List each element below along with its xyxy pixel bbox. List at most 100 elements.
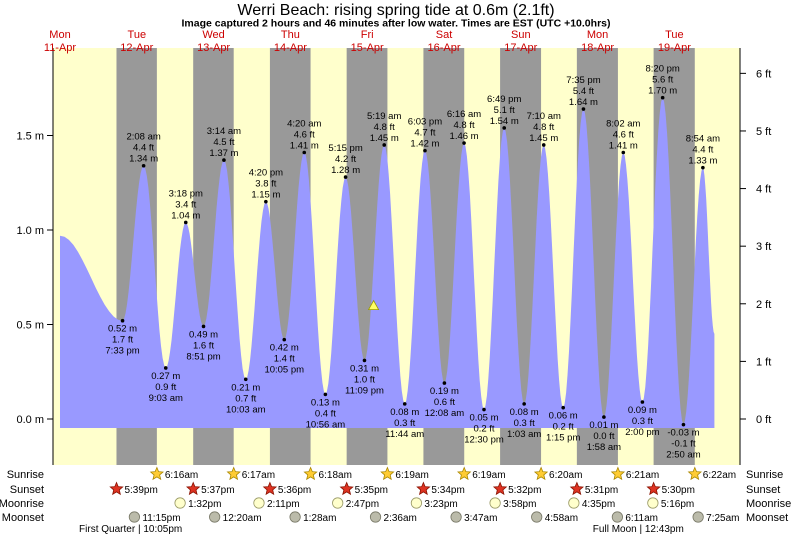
sunrise-icon <box>457 466 472 481</box>
moonset-time: 7:25am <box>706 513 739 524</box>
sunset-icon <box>569 481 584 496</box>
tide-point <box>442 381 447 385</box>
tide-height-ft: 0.3 ft <box>514 418 535 429</box>
day-date: 15-Apr <box>351 42 384 54</box>
day-name: Sat <box>436 29 453 41</box>
moonrise-time: 2:11pm <box>267 499 300 510</box>
tide-height-m: 0.05 m <box>469 413 498 424</box>
tide-height-ft: 0.3 ft <box>394 418 415 429</box>
tide-height-ft: 4.7 ft <box>414 128 435 139</box>
tide-height-m: 1.04 m <box>171 210 200 221</box>
sunset-time: 5:32pm <box>508 485 541 496</box>
tide-point <box>581 107 586 111</box>
tide-height-ft: 4.8 ft <box>533 122 554 133</box>
tide-height-ft: 1.0 ft <box>354 374 375 385</box>
moonrise-icon <box>410 497 423 509</box>
tide-time: 1:58 am <box>587 442 621 453</box>
tide-time: 3:18 pm <box>169 188 203 199</box>
tide-height-ft: 0.7 ft <box>235 393 256 404</box>
tide-point <box>382 143 387 147</box>
moonrise-time: 4:35pm <box>582 499 615 510</box>
right-tick-label: 2 ft <box>756 299 771 311</box>
sunset-time: 5:34pm <box>431 485 464 496</box>
row-label-left: Moonset <box>2 512 44 524</box>
sunset-time: 5:36pm <box>278 485 311 496</box>
tide-point <box>402 402 407 406</box>
moon-phase-label: First Quarter | 10:05pm <box>79 524 182 535</box>
sunset-time: 5:39pm <box>124 485 157 496</box>
day-date: 19-Apr <box>658 42 691 54</box>
tide-time: 3:14 am <box>207 126 241 137</box>
sunset-time: 5:37pm <box>201 485 234 496</box>
moonrise-time: 3:23pm <box>424 499 457 510</box>
tide-height-m: 1.37 m <box>209 148 238 159</box>
tide-time: 5:19 am <box>367 111 401 122</box>
tide-point <box>640 400 645 404</box>
tide-height-ft: 4.8 ft <box>454 120 475 131</box>
tide-time: 6:49 pm <box>487 94 521 105</box>
tide-height-m: 0.52 m <box>108 324 137 335</box>
tide-time: 11:09 pm <box>345 385 384 396</box>
tide-point <box>701 165 705 170</box>
row-label-right: Sunset <box>746 484 780 496</box>
tide-point <box>201 324 206 329</box>
chart-subtitle: Image captured 2 hours and 46 minutes af… <box>182 18 611 30</box>
tide-height-ft: 3.4 ft <box>175 199 196 210</box>
tide-height-m: 1.45 m <box>370 133 399 144</box>
day-name: Tue <box>665 29 684 41</box>
moonrise-time: 5:16pm <box>661 499 694 510</box>
astro-rows: Sunrise Sunrise Sunset Sunset Moonrise Moonri… <box>0 466 791 535</box>
tide-time: 2:08 am <box>126 132 160 143</box>
tide-labels: 0.52 m1.7 ft7:33 pm2:08 am4.4 ft1.34 m0.… <box>105 64 720 461</box>
sunrise-time: 6:19am <box>472 470 505 481</box>
tide-point <box>561 405 565 410</box>
tide-point <box>602 415 606 419</box>
tide-height-ft: 1.7 ft <box>112 335 133 346</box>
tide-height-m: 0.49 m <box>189 329 218 340</box>
right-tick-label: 5 ft <box>756 126 771 138</box>
tide-area <box>60 97 715 428</box>
moonset-icon <box>531 511 543 523</box>
tide-height-m: 1.70 m <box>648 86 677 97</box>
tide-height-m: 1.64 m <box>569 97 598 108</box>
tide-height-m: 1.42 m <box>410 139 439 150</box>
tide-height-m: 1.28 m <box>331 165 360 176</box>
left-tick-label: 0.0 m <box>16 414 44 426</box>
tide-point <box>120 318 125 323</box>
day-name: Sun <box>511 29 531 41</box>
moonset-time: 4:58am <box>545 513 578 524</box>
sunrise-icon <box>149 466 164 481</box>
row-label-right: Sunrise <box>746 469 783 481</box>
row-label-right: Moonrise <box>746 498 791 510</box>
sunrise-icon <box>610 466 626 481</box>
tide-height-ft: 0.4 ft <box>315 408 336 419</box>
tide-time: 1:03 am <box>507 429 541 440</box>
day-date: 12-Apr <box>120 42 153 54</box>
tide-point <box>243 377 248 382</box>
tide-time: 6:03 pm <box>408 117 442 128</box>
tide-time: 9:03 am <box>149 393 183 404</box>
tide-height-m: 1.46 m <box>450 131 479 142</box>
moonset-icon <box>450 511 462 523</box>
row-label-left: Sunrise <box>7 469 44 481</box>
right-tick-label: 6 ft <box>756 68 771 80</box>
sunrise-time: 6:16am <box>165 470 198 481</box>
tide-height-ft: 0.9 ft <box>155 382 176 393</box>
day-date: 14-Apr <box>274 42 307 54</box>
tide-height-m: -0.03 m <box>667 428 699 439</box>
sunrise-icon <box>687 466 702 481</box>
day-name: Thu <box>281 29 300 41</box>
left-tick-label: 1.0 m <box>16 225 44 237</box>
sunrise-icon <box>303 466 318 481</box>
tide-time: 11:44 am <box>385 429 424 440</box>
tide-point <box>302 150 307 155</box>
tide-point <box>163 366 168 370</box>
tide-point <box>323 392 328 397</box>
moonrise-icon <box>332 497 344 509</box>
day-date: 18-Apr <box>581 42 614 54</box>
tide-point <box>141 163 146 168</box>
tide-time: 2:00 pm <box>625 427 659 438</box>
sunset-icon <box>416 481 431 496</box>
sunset-icon <box>646 481 661 496</box>
moonrise-time: 3:58pm <box>503 499 536 510</box>
